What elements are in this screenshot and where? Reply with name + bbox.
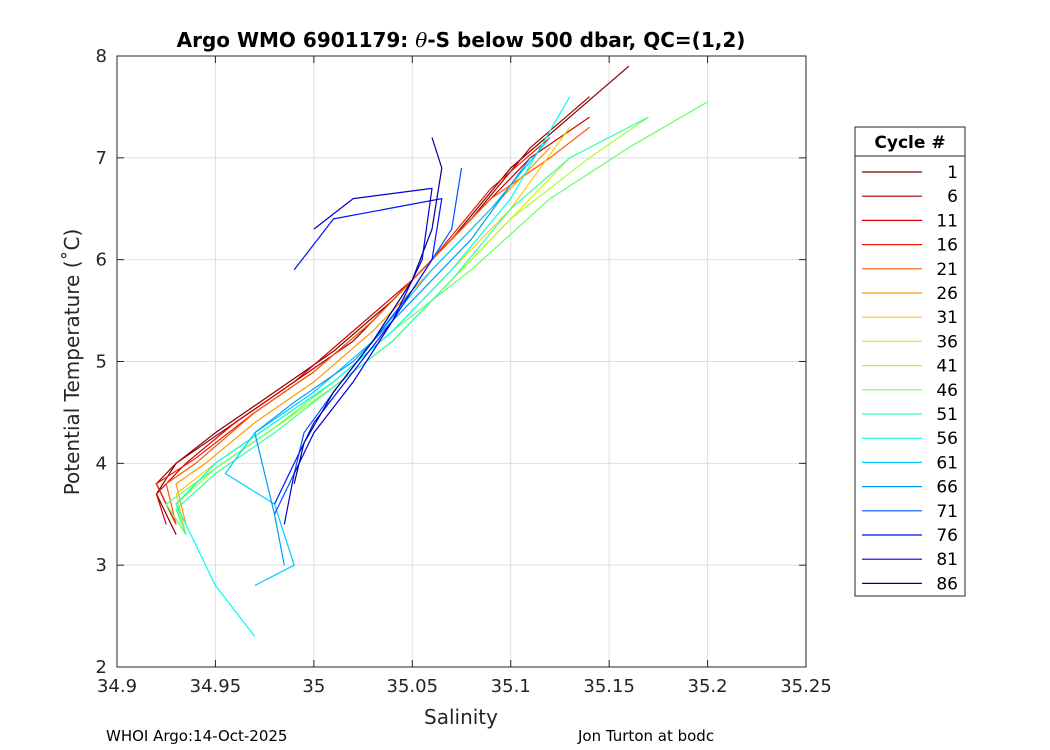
- legend-label: 6: [947, 187, 958, 207]
- legend-entry-cycle-46: 46: [862, 381, 958, 401]
- y-axis-label: Potential Temperature (˚C): [60, 229, 84, 496]
- series-line-cycle-56: [175, 96, 571, 637]
- footer-right: Jon Turton at bodc: [577, 727, 714, 745]
- legend-entry-cycle-71: 71: [862, 502, 958, 522]
- legend-label: 26: [936, 284, 958, 304]
- series-layer: [155, 65, 708, 637]
- legend-label: 36: [936, 332, 958, 352]
- series-line-cycle-6: [155, 96, 590, 525]
- x-tick-label: 35.2: [688, 676, 728, 697]
- legend-entry-cycle-61: 61: [862, 453, 958, 473]
- legend-label: 76: [936, 526, 958, 546]
- legend-title: Cycle #: [874, 133, 945, 153]
- legend-entry-cycle-16: 16: [862, 236, 958, 256]
- legend-label: 11: [936, 211, 958, 231]
- y-tick-label: 6: [96, 250, 107, 271]
- y-tick-label: 3: [96, 555, 107, 576]
- x-tick-label: 35.15: [583, 676, 635, 697]
- legend-label: 46: [936, 381, 958, 401]
- legend-entry-cycle-41: 41: [862, 357, 958, 377]
- axis-ticks: 34.9 34.95 35 35.05 35.1 35.15 35.2 35.25 2 3 4 5 6 7…: [96, 46, 832, 697]
- legend-label: 66: [936, 478, 958, 498]
- legend-entry-cycle-81: 81: [862, 550, 958, 570]
- legend-label: 31: [936, 308, 958, 328]
- series-line-cycle-86: [293, 137, 443, 484]
- legend-entry-cycle-21: 21: [862, 260, 958, 280]
- x-axis-label: Salinity: [424, 705, 498, 729]
- legend-entry-cycle-1: 1: [862, 163, 958, 183]
- x-tick-label: 34.95: [190, 676, 242, 697]
- legend-label: 41: [936, 357, 958, 377]
- footer-left: WHOI Argo:14-Oct-2025: [106, 727, 287, 745]
- x-tick-label: 35.1: [491, 676, 531, 697]
- legend-entry-cycle-76: 76: [862, 526, 958, 546]
- legend-entry-cycle-36: 36: [862, 332, 958, 352]
- series-line-cycle-66: [254, 157, 531, 566]
- legend-entry-cycle-26: 26: [862, 284, 958, 304]
- legend-label: 61: [936, 453, 958, 473]
- legend-box: [854, 126, 966, 597]
- legend-label: 16: [936, 236, 958, 256]
- y-tick-label: 7: [96, 148, 107, 169]
- legend-label: 86: [936, 574, 958, 594]
- y-tick-label: 4: [96, 453, 107, 474]
- legend-label: 1: [947, 163, 958, 183]
- legend-label: 56: [936, 429, 958, 449]
- series-line-cycle-61: [224, 137, 551, 587]
- legend-label: 71: [936, 502, 958, 522]
- series-line-cycle-51: [175, 116, 649, 535]
- legend-entry-cycle-51: 51: [862, 405, 958, 425]
- chart-title: Argo WMO 6901179: θ-S below 500 dbar, QC…: [177, 28, 746, 52]
- y-tick-label: 2: [96, 657, 107, 678]
- x-tick-label: 35.05: [387, 676, 439, 697]
- y-tick-label: 5: [96, 352, 107, 373]
- legend-entry-cycle-86: 86: [862, 574, 958, 594]
- legend-entry-cycle-11: 11: [862, 211, 958, 231]
- legend: Cycle # 16111621263136414651566166717681…: [854, 126, 966, 597]
- series-line-cycle-81: [283, 187, 433, 525]
- x-tick-label: 35: [302, 676, 325, 697]
- x-tick-label: 34.9: [97, 676, 137, 697]
- legend-entry-cycle-56: 56: [862, 429, 958, 449]
- legend-entry-cycle-6: 6: [862, 187, 958, 207]
- y-tick-label: 8: [96, 46, 107, 67]
- legend-entry-cycle-66: 66: [862, 478, 958, 498]
- legend-label: 81: [936, 550, 958, 570]
- legend-entry-cycle-31: 31: [862, 308, 958, 328]
- legend-label: 21: [936, 260, 958, 280]
- series-line-cycle-11: [155, 116, 590, 525]
- x-tick-label: 35.25: [780, 676, 832, 697]
- series-line-cycle-1: [155, 65, 630, 535]
- legend-label: 51: [936, 405, 958, 425]
